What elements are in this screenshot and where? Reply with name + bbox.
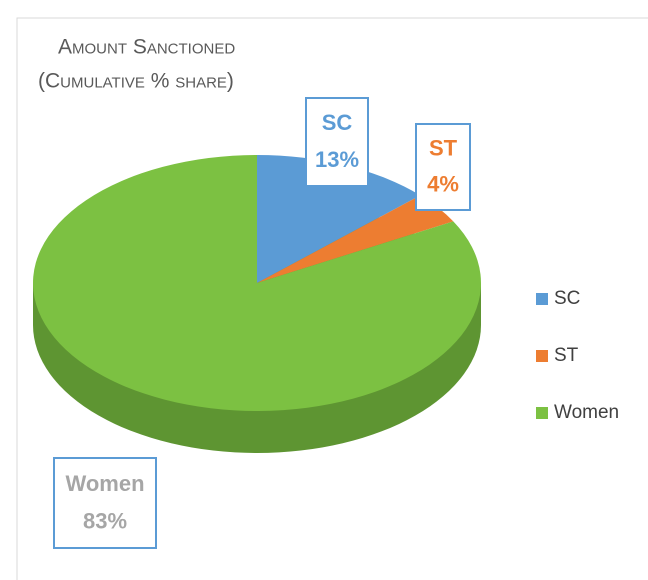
legend-swatch xyxy=(536,350,548,362)
data-label-box xyxy=(305,97,369,187)
pie-slice xyxy=(33,155,482,411)
data-label-value: 83% xyxy=(83,509,127,534)
legend-label: SC xyxy=(554,288,580,309)
legend-swatch xyxy=(536,407,548,419)
data-label-value: 13% xyxy=(315,147,359,172)
data-label-value: 4% xyxy=(427,172,459,197)
legend-label: ST xyxy=(554,345,579,366)
chart-title: Amount Sanctioned xyxy=(58,36,235,59)
pie-slice xyxy=(257,195,454,283)
legend-swatch xyxy=(536,293,548,305)
data-label-box xyxy=(415,123,471,211)
data-label-name: Women xyxy=(65,471,144,496)
data-label-name: ST xyxy=(429,136,458,161)
chart-subtitle: (Cumulative % share) xyxy=(38,70,234,93)
chart-border xyxy=(16,17,648,580)
data-label-name: SC xyxy=(322,110,353,135)
legend-label: Women xyxy=(554,402,619,423)
pie-slice xyxy=(257,155,421,283)
data-label-box xyxy=(53,457,157,549)
